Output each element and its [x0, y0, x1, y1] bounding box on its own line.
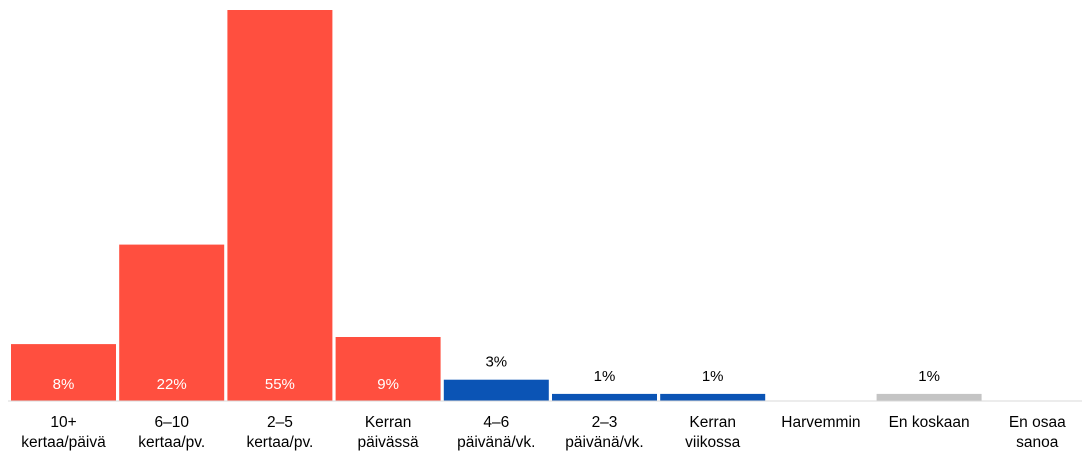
category-label-0-line-1: kertaa/päivä [21, 434, 106, 451]
bar-8 [876, 393, 982, 401]
category-label-1-line-0: 6–10 [154, 414, 189, 431]
category-label-1: 6–10 kertaa/pv. [138, 414, 205, 451]
bar-0 [11, 344, 116, 401]
category-label-1-line-1: kertaa/pv. [138, 434, 205, 451]
category-label-0: 10+ kertaa/päivä [21, 414, 106, 451]
bar-4 [443, 379, 549, 401]
category-label-9: En osaa sanoa [1009, 414, 1066, 451]
category-label-5-line-1: päivänä/vk. [565, 434, 643, 451]
bar-3 [335, 337, 441, 401]
category-label-4-line-1: päivänä/vk. [457, 434, 535, 451]
value-label-2: 55% [265, 376, 295, 393]
category-label-7: Harvemmin [781, 414, 860, 431]
category-label-3-line-1: päivässä [358, 434, 420, 451]
category-label-4: 4–6 päivänä/vk. [457, 414, 535, 451]
value-label-5: 1% [594, 368, 616, 385]
value-label-0: 8% [53, 376, 75, 393]
category-label-5-line-0: 2–3 [592, 414, 618, 431]
category-label-2-line-1: kertaa/pv. [246, 434, 313, 451]
category-label-9-line-1: sanoa [1016, 434, 1059, 451]
bar-1 [119, 244, 225, 401]
category-label-3: Kerran päivässä [358, 414, 420, 451]
category-label-4-line-0: 4–6 [483, 414, 509, 431]
category-label-6: Kerran viikossa [685, 414, 741, 451]
category-label-8-line-0: En koskaan [889, 414, 970, 431]
value-label-6: 1% [702, 368, 724, 385]
bar-6 [660, 393, 766, 401]
category-label-6-line-0: Kerran [689, 414, 736, 431]
category-label-7-line-0: Harvemmin [781, 414, 860, 431]
category-label-2: 2–5 kertaa/pv. [246, 414, 313, 451]
value-label-8: 1% [918, 368, 940, 385]
category-label-3-line-0: Kerran [365, 414, 412, 431]
bar-2 [227, 10, 333, 401]
category-label-9-line-0: En osaa [1009, 414, 1066, 431]
category-label-6-line-1: viikossa [685, 434, 741, 451]
value-label-4: 3% [485, 354, 507, 371]
category-label-5: 2–3 päivänä/vk. [565, 414, 643, 451]
bars-group [11, 10, 982, 401]
category-label-2-line-0: 2–5 [267, 414, 293, 431]
category-label-0-line-0: 10+ [50, 414, 76, 431]
bar-5 [552, 393, 657, 401]
category-label-8: En koskaan [889, 414, 970, 431]
labels-group: 8% 10+ kertaa/päivä 22% 6–10 kertaa/pv. 55% 2–5… [21, 354, 1066, 451]
value-label-3: 9% [377, 376, 399, 393]
value-label-1: 22% [157, 376, 187, 393]
